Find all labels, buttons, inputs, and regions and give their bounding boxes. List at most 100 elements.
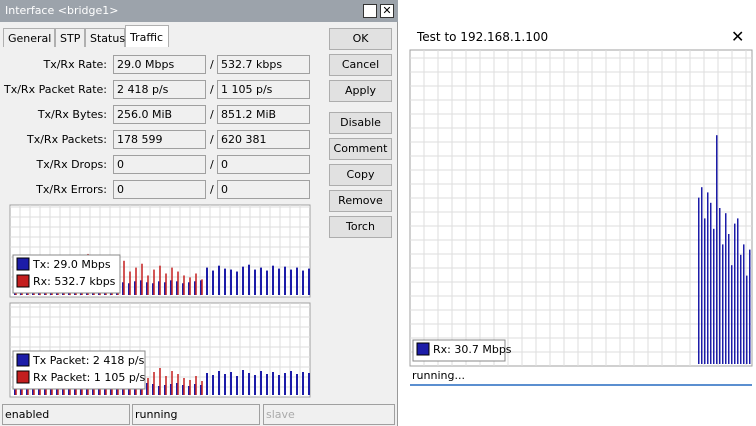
bar (147, 378, 149, 395)
legend-label: Tx: 29.0 Mbps (32, 258, 111, 271)
bar (728, 234, 730, 364)
bar (308, 268, 310, 295)
tx-field: 0 (113, 155, 206, 174)
rx-field: 532.7 kbps (217, 55, 310, 74)
bar (212, 270, 214, 295)
title-bar: Interface <bridge1> (0, 0, 398, 22)
legend-swatch (16, 274, 30, 288)
bar (159, 368, 161, 395)
rx-field: 1 105 p/s (217, 80, 310, 99)
bar (189, 277, 191, 295)
bar (224, 268, 226, 295)
legend-label: Rx Packet: 1 105 p/s (33, 371, 146, 384)
bar (743, 244, 745, 364)
tx-field: 2 418 p/s (113, 80, 206, 99)
button[interactable]: Cancel (329, 54, 392, 76)
bar (710, 202, 712, 364)
field-label: Tx/Rx Errors: (36, 183, 107, 196)
bar (746, 275, 748, 364)
bar (195, 376, 197, 395)
bar (242, 266, 244, 295)
field-label: Tx/Rx Packets: (26, 133, 107, 146)
close-button[interactable]: ✕ (731, 27, 745, 46)
rx-field: 0 (217, 155, 310, 174)
tab[interactable]: Status (85, 28, 125, 47)
button[interactable]: Disable (329, 112, 392, 134)
tx-field: 256.0 MiB (113, 105, 206, 124)
bar (147, 275, 149, 295)
bar (165, 376, 167, 395)
tab[interactable]: General (3, 28, 55, 47)
status-text: running... (410, 369, 752, 386)
legend-label: Tx Packet: 2 418 p/s (32, 354, 145, 367)
separator: / (210, 58, 214, 71)
bar (731, 265, 733, 364)
legend-label: Rx: 532.7 kbps (33, 275, 116, 288)
bar (704, 218, 706, 364)
maximize-button[interactable] (363, 4, 377, 18)
button[interactable]: Apply (329, 80, 392, 102)
tab[interactable]: STP (55, 28, 85, 47)
close-button[interactable]: ✕ (380, 4, 394, 18)
legend-label: Rx: 30.7 Mbps (433, 343, 512, 356)
legend-box (12, 350, 146, 390)
field-label: Tx/Rx Bytes: (37, 108, 107, 121)
bar (725, 213, 727, 364)
bar (296, 374, 298, 395)
bar (177, 271, 179, 295)
legend-swatch (16, 353, 30, 367)
bar (201, 279, 203, 295)
bar (236, 376, 238, 395)
tab[interactable]: Traffic (125, 25, 169, 47)
separator: / (210, 133, 214, 146)
tx-field: 0 (113, 180, 206, 199)
button[interactable]: Remove (329, 190, 392, 212)
bar (236, 271, 238, 295)
field-label: Tx/Rx Packet Rate: (4, 83, 107, 96)
status-cell: running (132, 404, 260, 425)
bar (248, 264, 250, 295)
bar (135, 267, 137, 295)
bar (707, 192, 709, 364)
bar (195, 273, 197, 295)
bar (260, 267, 262, 295)
graph-area (409, 49, 753, 367)
tx-field: 178 599 (113, 130, 206, 149)
separator: / (210, 108, 214, 121)
bar (266, 270, 268, 295)
bar (129, 271, 131, 295)
bar (266, 374, 268, 395)
bar (278, 375, 280, 395)
bar (254, 375, 256, 395)
bar (749, 249, 751, 364)
bar (159, 265, 161, 295)
button[interactable]: OK (329, 28, 392, 50)
bar (141, 263, 143, 295)
bar (224, 374, 226, 395)
bar (171, 267, 173, 295)
bar (183, 378, 185, 395)
bar (201, 381, 203, 395)
bar (278, 268, 280, 295)
tx-field: 29.0 Mbps (113, 55, 206, 74)
rx-field: 620 381 (217, 130, 310, 149)
bar (242, 370, 244, 395)
bar (206, 267, 208, 295)
bar (218, 371, 220, 395)
bar (189, 380, 191, 395)
button[interactable]: Torch (329, 216, 392, 238)
separator: / (210, 158, 214, 171)
separator: / (210, 83, 214, 96)
bar (701, 187, 703, 364)
legend-box (412, 339, 506, 362)
bar (722, 244, 724, 364)
bar (248, 373, 250, 395)
button[interactable]: Comment (329, 138, 392, 160)
button[interactable]: Copy (329, 164, 392, 186)
window-title: Test to 192.168.1.100 (417, 30, 549, 44)
bar (272, 372, 274, 395)
bar (153, 372, 155, 395)
bar (308, 373, 310, 395)
bar (737, 218, 739, 364)
